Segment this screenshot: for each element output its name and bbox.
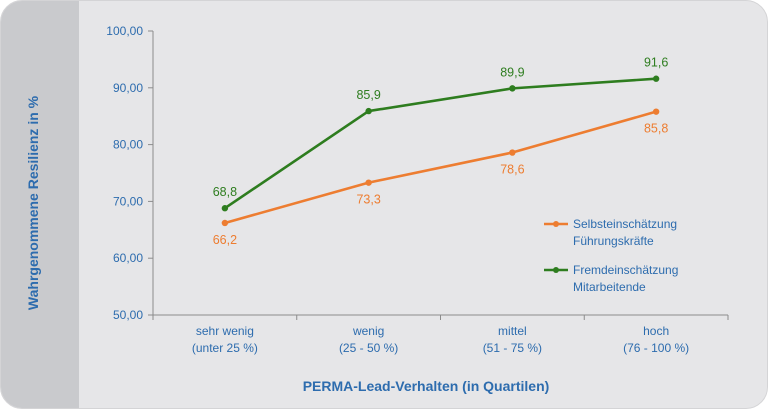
x-axis-title: PERMA-Lead-Verhalten (in Quartilen)	[303, 378, 550, 394]
data-label: 85,8	[644, 122, 668, 136]
y-tick-label: 80,00	[113, 138, 143, 152]
legend-label-line: Selbsteinschätzung	[573, 217, 677, 231]
y-tick-label: 100,00	[106, 24, 143, 38]
data-label: 73,3	[356, 193, 380, 207]
series-2-point	[652, 75, 660, 82]
series-1-point	[365, 179, 372, 186]
legend-label-line: Mitarbeitende	[573, 280, 646, 294]
x-tick-label-line: wenig	[352, 324, 384, 338]
x-tick-label-line: (unter 25 %)	[192, 341, 258, 355]
y-tick-label: 70,00	[113, 194, 143, 208]
x-tick-label-line: (76 - 100 %)	[623, 341, 689, 355]
data-label: 89,9	[500, 65, 524, 79]
legend-label-line: Führungskräfte	[573, 234, 654, 248]
legend-label-2: Fremdeinschätzung Mitarbeitende	[573, 263, 678, 294]
series-1-point	[509, 149, 516, 156]
x-tick-label: hoch (76 - 100 %)	[623, 324, 689, 355]
series-line-1	[224, 110, 657, 225]
y-tick-label: 60,00	[113, 251, 143, 265]
series-line-2	[224, 77, 657, 210]
legend: Selbsteinschätzung Führungskräfte Fremdein…	[544, 217, 678, 294]
series-layer	[221, 75, 660, 227]
x-tick-label: mittel (51 - 75 %)	[483, 324, 542, 355]
y-axis-title: Wahrgenommene Resilienz in %	[25, 95, 41, 310]
data-label: 68,8	[213, 185, 237, 199]
data-label: 91,6	[644, 56, 668, 70]
series-2-point	[365, 107, 372, 115]
data-label: 85,9	[356, 88, 380, 102]
series-2-point	[221, 205, 229, 212]
legend-label-line: Fremdeinschätzung	[573, 263, 678, 277]
x-tick-label: sehr wenig (unter 25 %)	[192, 324, 258, 355]
series-2-point	[509, 85, 516, 92]
chart-card-sidebar	[1, 1, 79, 408]
series-1-point	[221, 219, 229, 227]
x-tick-label-line: mittel	[498, 324, 527, 338]
x-tick-label-line: (25 - 50 %)	[339, 341, 398, 355]
data-label: 66,2	[213, 233, 237, 247]
x-tick-label: wenig (25 - 50 %)	[339, 324, 398, 355]
legend-label-1: Selbsteinschätzung Führungskräfte	[573, 217, 677, 248]
series-1-point	[652, 108, 660, 115]
x-tick-label-line: (51 - 75 %)	[483, 341, 542, 355]
data-label: 78,6	[500, 163, 524, 177]
y-tick-label: 90,00	[113, 81, 143, 95]
x-tick-label-line: sehr wenig	[196, 324, 254, 338]
data-labels-layer: 66,2 73,3 78,6 85,8 68,8 85,9 89,9 91,6	[213, 56, 669, 247]
legend-marker-1	[553, 221, 559, 227]
x-tick-label-line: hoch	[643, 324, 669, 338]
legend-marker-2	[553, 267, 559, 273]
y-tick-label: 50,00	[113, 308, 143, 322]
axes: 50,00 60,00 70,00 80,00 90,00 100,00 sehr weni…	[106, 24, 729, 355]
